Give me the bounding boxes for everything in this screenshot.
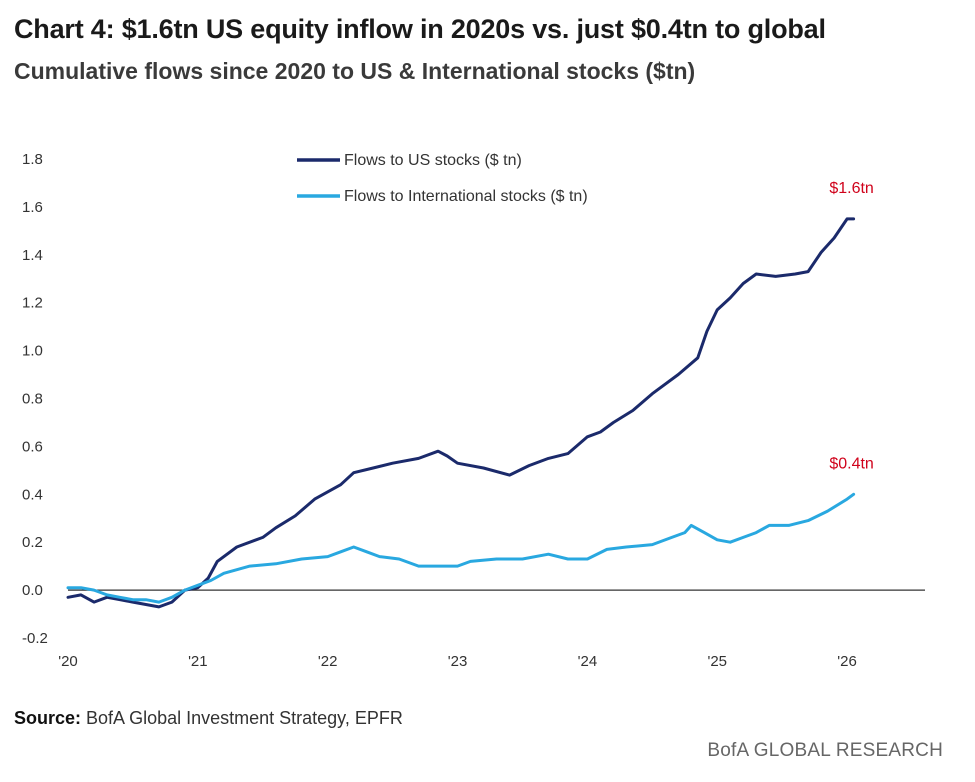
x-tick-label: '21 <box>188 653 208 670</box>
series-lines <box>66 217 856 609</box>
chart-title: Chart 4: $1.6tn US equity inflow in 2020… <box>14 14 826 44</box>
y-tick-label: 1.6 <box>22 199 43 216</box>
legend: Flows to US stocks ($ tn) Flows to Intern… <box>297 152 588 205</box>
x-tick-label: '24 <box>578 653 598 670</box>
end-value-label: $0.4tn <box>829 455 873 472</box>
y-axis-ticks: -0.2 0.0 0.2 0.4 0.6 0.8 1.0 1.2 1.4 1.6 1.8 <box>22 151 48 647</box>
y-tick-label: -0.2 <box>22 630 48 647</box>
y-tick-label: 0.8 <box>22 391 43 408</box>
end-annotations: $1.6tn $0.4tn <box>829 180 873 472</box>
y-tick-label: 0.0 <box>22 582 43 599</box>
y-tick-label: 1.0 <box>22 343 43 360</box>
line-chart: -0.20.00.20.40.60.81.01.21.41.61.8 '20'2… <box>22 151 925 670</box>
source-note: Source: BofA Global Investment Strategy,… <box>14 708 403 729</box>
international-flows-line <box>66 492 856 604</box>
x-tick-label: '25 <box>707 653 727 670</box>
x-tick-label: '22 <box>318 653 338 670</box>
y-tick-label: 0.6 <box>22 438 43 455</box>
x-axis-ticks: '20 '21 '22 '23 '24 '25 '26 <box>58 653 857 670</box>
y-tick-label: 0.2 <box>22 534 43 551</box>
source-label: Source: <box>14 708 82 728</box>
legend-label: Flows to US stocks ($ tn) <box>344 152 522 169</box>
chart-subtitle: Cumulative flows since 2020 to US & Inte… <box>14 58 696 84</box>
x-tick-label: '23 <box>448 653 468 670</box>
y-tick-label: 1.2 <box>22 295 43 312</box>
legend-label: Flows to International stocks ($ tn) <box>344 188 588 205</box>
us-flows-line <box>66 217 856 609</box>
y-tick-label: 1.4 <box>22 247 43 264</box>
x-tick-label: '26 <box>837 653 857 670</box>
y-tick-label: 0.4 <box>22 486 43 503</box>
brand-footer: BofA GLOBAL RESEARCH <box>707 740 943 761</box>
end-value-label: $1.6tn <box>829 180 873 197</box>
x-tick-label: '20 <box>58 653 78 670</box>
y-tick-label: 1.8 <box>22 151 43 168</box>
source-text: BofA Global Investment Strategy, EPFR <box>81 708 403 728</box>
